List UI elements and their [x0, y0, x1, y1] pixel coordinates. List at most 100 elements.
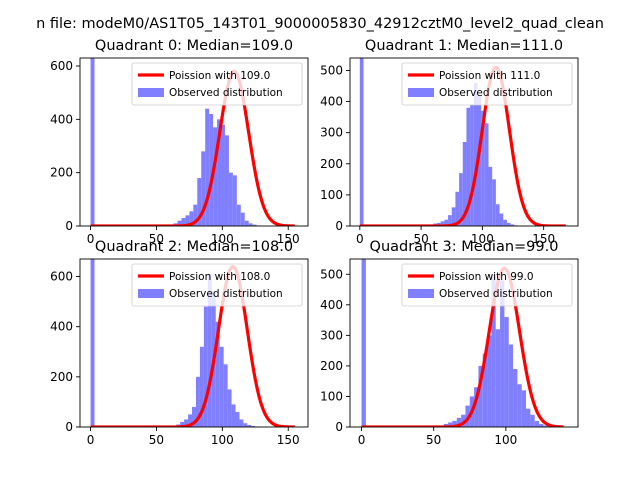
panel-0: 0 50 100 150 0 200 400 600 Quadrant 0: Median=10… [50, 38, 309, 246]
histogram-bar [177, 220, 182, 226]
y-tick-label: 0 [335, 219, 343, 233]
x-tick-label: 100 [471, 232, 494, 246]
y-tick-label: 200 [320, 359, 343, 373]
y-tick-label: 400 [50, 112, 73, 126]
x-tick-label: 50 [149, 232, 164, 246]
histogram-bar [491, 274, 496, 427]
y-tick-label: 200 [320, 157, 343, 171]
histogram-bar [227, 389, 232, 427]
histogram-bar [440, 221, 445, 226]
histogram-bar [481, 110, 485, 226]
histogram-bar [448, 422, 453, 427]
legend-label-observed: Observed distribution [169, 288, 283, 300]
x-tick-label: 100 [494, 433, 517, 447]
y-tick-label: 600 [50, 270, 73, 284]
axes-frame [349, 258, 579, 428]
y-tick-label: 400 [50, 320, 73, 334]
histogram-bar [192, 406, 196, 427]
histogram-bar [478, 365, 483, 427]
histogram-bar [456, 417, 462, 427]
x-tick-label: 0 [358, 433, 366, 447]
poisson-curve [359, 65, 567, 226]
panel-1: 0 50 100 150 0 100 200 300 400 500 Quadrant 1: Med… [320, 38, 579, 246]
histogram-bar [228, 172, 233, 226]
panel-title: Quadrant 2: Median=108.0 [95, 239, 293, 255]
x-tick-label: 150 [532, 232, 555, 246]
y-tick-label: 500 [320, 267, 343, 281]
histogram-bar [188, 414, 193, 427]
legend-bar-swatch [408, 289, 434, 298]
histogram-bar [495, 204, 500, 226]
histogram-bar [504, 317, 509, 427]
histogram-bar [195, 376, 200, 427]
legend-label-poisson: Poission with 111.0 [439, 70, 540, 82]
histogram-bar [482, 353, 488, 427]
histogram-bar [184, 419, 189, 427]
y-tick-label: 500 [320, 63, 343, 77]
histogram-bar [181, 218, 186, 226]
histogram-bar [180, 421, 185, 427]
histogram-bar [215, 321, 220, 427]
legend-label-poisson: Poission with 99.0 [439, 271, 534, 283]
histogram-bar [197, 178, 202, 226]
histogram-bar [470, 104, 474, 226]
panels-container: 0 50 100 150 0 200 400 600 Quadrant 0: Median=10… [50, 38, 579, 447]
x-tick-label: 100 [211, 433, 234, 447]
poisson-curve [90, 69, 296, 226]
histogram-bar [473, 82, 478, 226]
panel-2: 0 50 100 150 0 200 400 600 Quadrant 2: Median=10… [50, 239, 309, 447]
histogram-bar [474, 387, 479, 427]
axes-frame [79, 57, 309, 227]
histogram-bar [193, 204, 198, 226]
histogram-bar [235, 411, 240, 427]
panel-title: Quadrant 3: Median=99.0 [370, 239, 559, 255]
legend-label-observed: Observed distribution [439, 288, 553, 300]
histogram-bar [448, 215, 452, 226]
histogram-bar [201, 151, 206, 226]
panel-3: 0 50 100 0 100 200 300 400 500 Quadrant 3: Median… [320, 239, 579, 447]
y-tick-label: 600 [50, 59, 73, 73]
legend-label-observed: Observed distribution [439, 87, 553, 99]
legend-box [131, 263, 303, 307]
histogram-bar [232, 175, 237, 226]
legend-bar-swatch [138, 88, 164, 97]
histogram-bar [510, 224, 515, 226]
histogram-bar [452, 420, 457, 427]
plot-area [361, 259, 564, 427]
y-tick-label: 0 [65, 219, 73, 233]
histogram-bar [219, 346, 224, 427]
histogram-bar [539, 423, 544, 427]
x-tick-label: 50 [413, 232, 428, 246]
histogram-bar [484, 123, 489, 226]
histogram-bar [495, 329, 501, 427]
histogram-bar [530, 414, 535, 427]
legend-bar-swatch [408, 88, 434, 97]
plot-area [90, 259, 296, 427]
x-tick-label: 50 [426, 433, 441, 447]
histogram-bar [488, 166, 493, 226]
y-tick-label: 300 [320, 126, 343, 140]
histogram-bar [252, 224, 257, 226]
histogram-bar [223, 364, 228, 427]
histogram-bar-zero [361, 259, 366, 427]
histogram-bar [221, 124, 225, 226]
x-tick-label: 100 [211, 232, 234, 246]
histogram-bar [240, 212, 245, 226]
histogram-bar [461, 414, 466, 427]
histogram-bar [543, 425, 548, 427]
histogram-bar [205, 108, 210, 226]
axes-frame [349, 57, 579, 227]
histogram-bar [492, 179, 496, 226]
histogram-bar [239, 419, 244, 427]
x-tick-label: 150 [277, 433, 300, 447]
histogram-bar-zero [359, 58, 364, 226]
histogram-bar [217, 119, 222, 226]
y-tick-label: 200 [50, 166, 73, 180]
histogram-bar [203, 306, 208, 427]
histogram-bar [500, 280, 505, 427]
legend-box [401, 62, 573, 106]
y-tick-label: 200 [50, 370, 73, 384]
histogram-bar [244, 220, 249, 226]
y-tick-label: 0 [65, 420, 73, 434]
